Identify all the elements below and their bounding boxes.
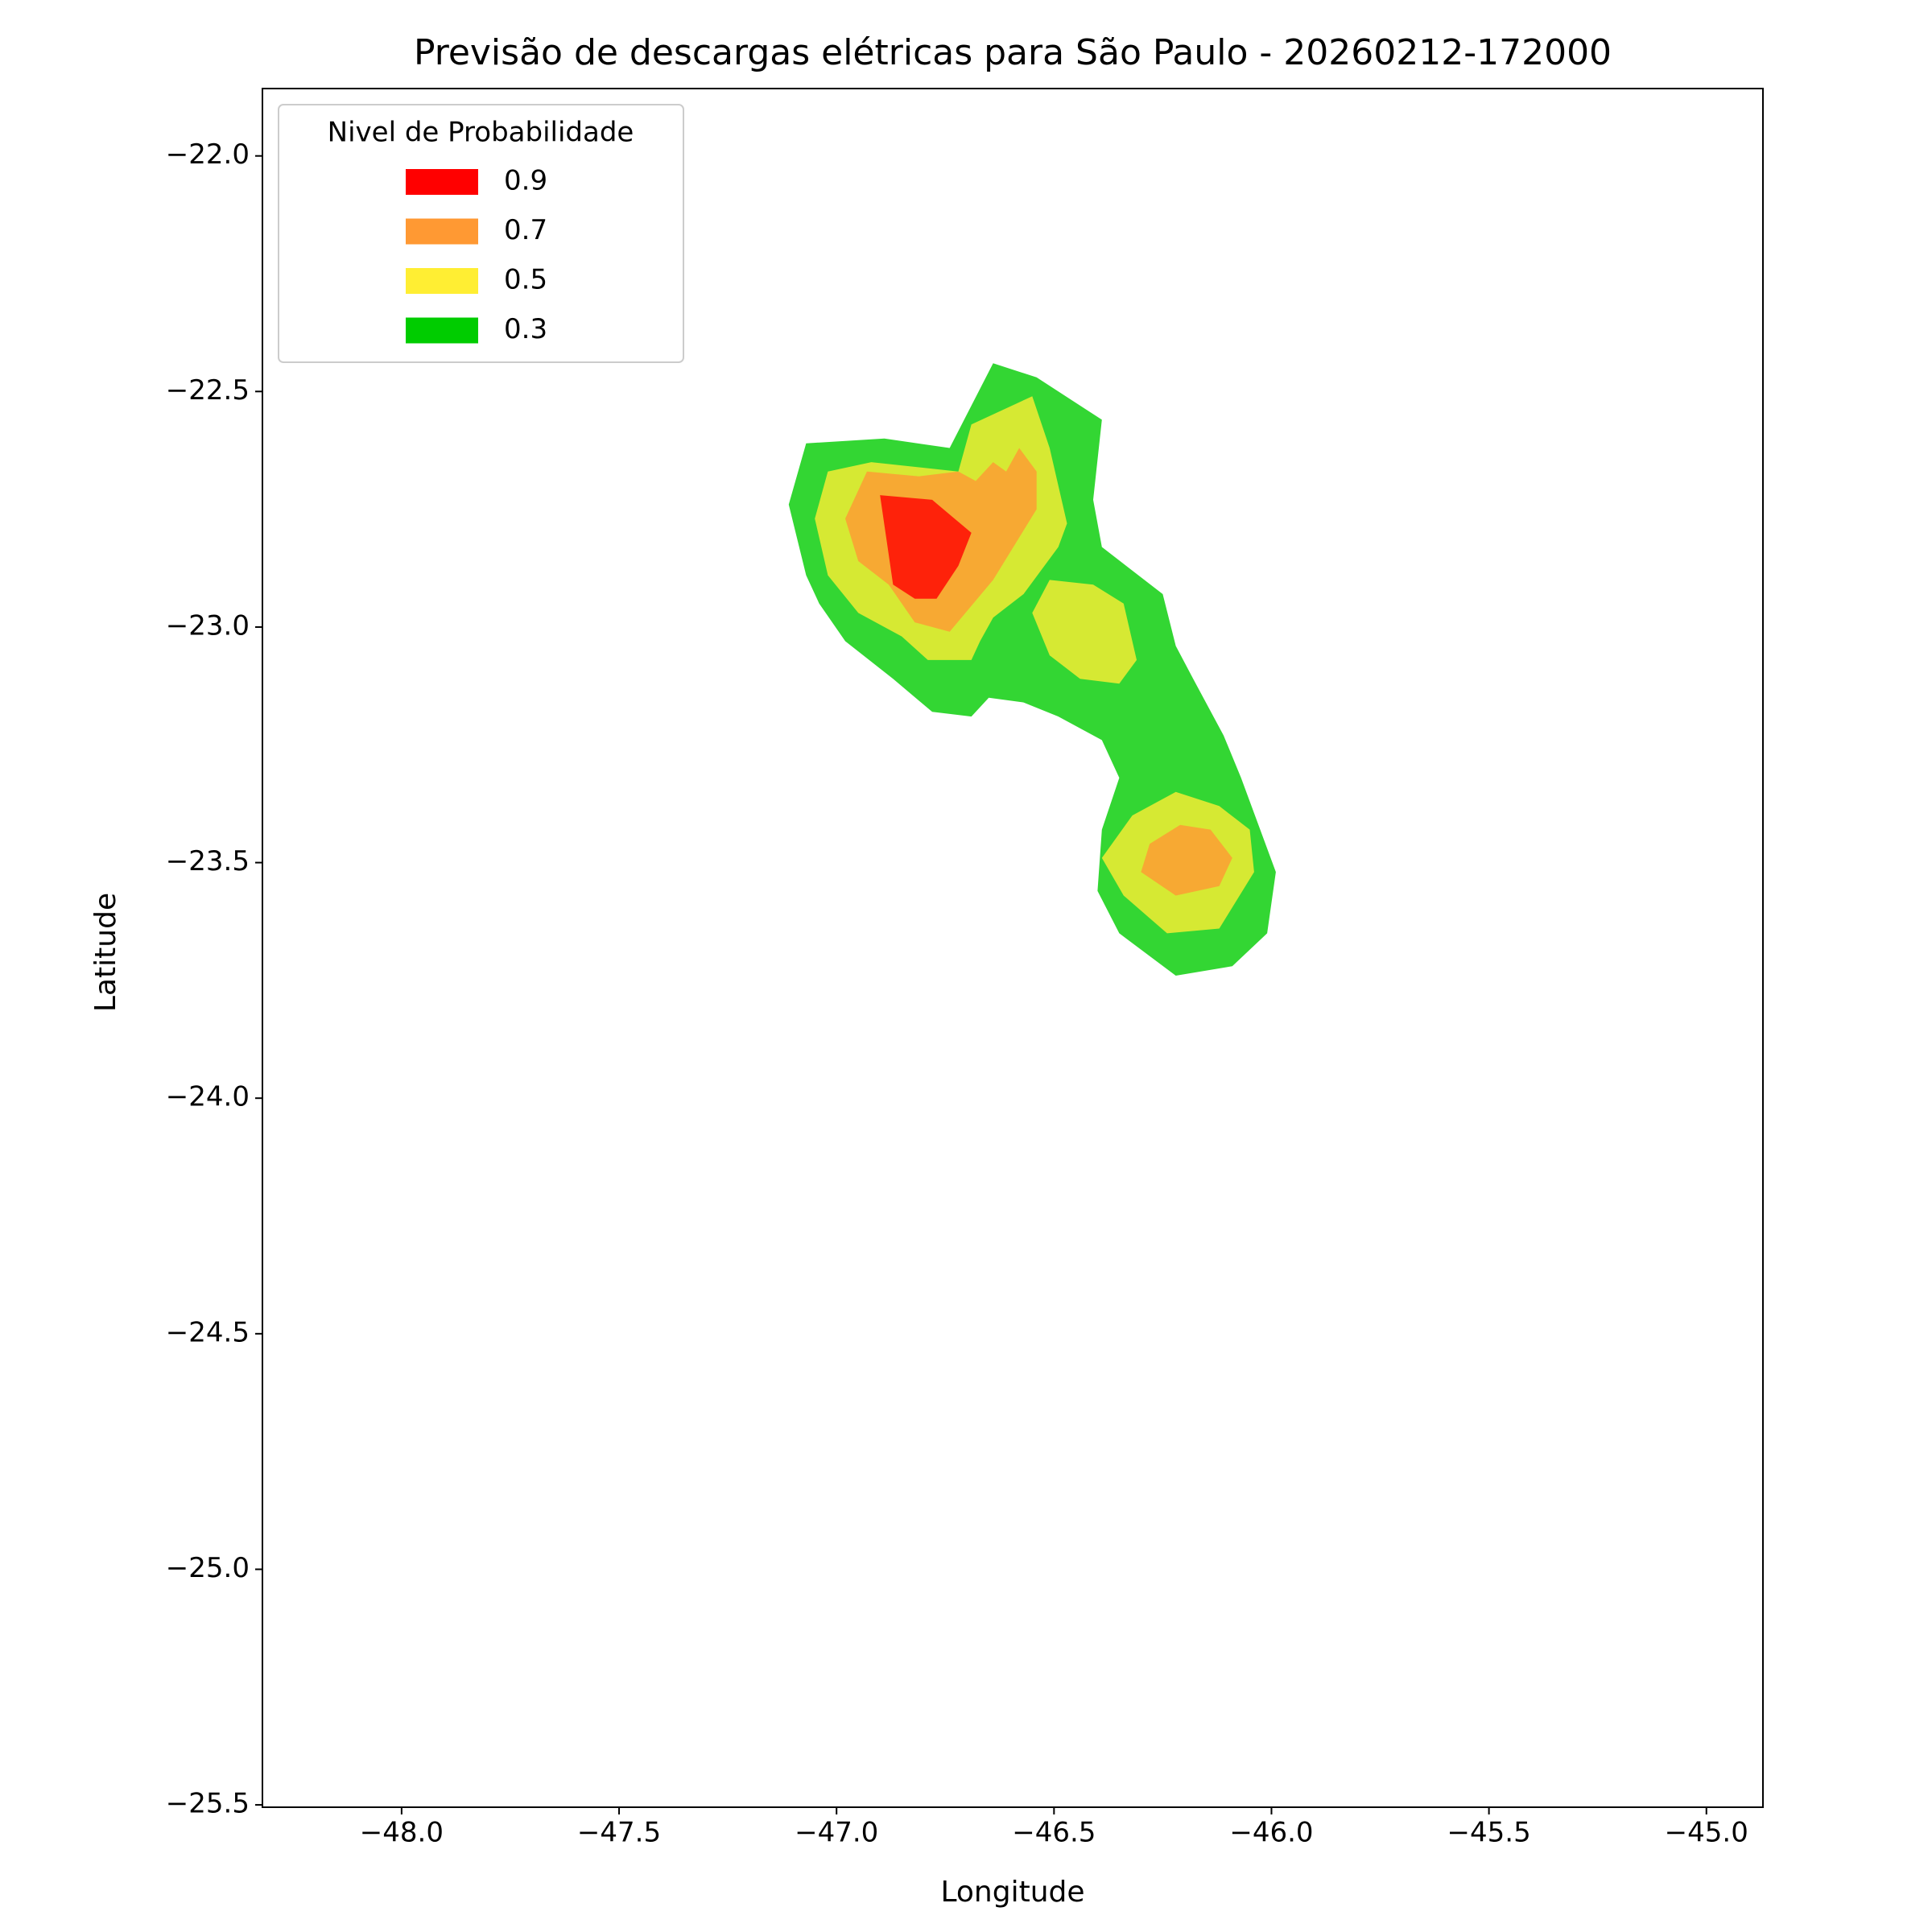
contour-region: [880, 495, 972, 599]
y-tick-label: −25.5: [166, 1788, 250, 1820]
legend-swatch: [406, 317, 478, 344]
x-tick-label: −47.5: [577, 1817, 661, 1849]
legend-swatch: [406, 169, 478, 195]
x-tick-label: −46.5: [1012, 1817, 1096, 1849]
legend-box: [278, 104, 684, 363]
legend-swatch: [406, 218, 478, 245]
y-tick-label: −25.0: [166, 1552, 250, 1584]
legend-label: 0.9: [504, 165, 547, 197]
legend-label: 0.7: [504, 214, 547, 246]
legend-label: 0.5: [504, 264, 547, 296]
x-tick-label: −47.0: [795, 1817, 878, 1849]
y-tick-label: −22.0: [166, 138, 250, 171]
y-axis-label: Latitude: [89, 893, 122, 1012]
legend-label: 0.3: [504, 313, 547, 345]
plot-frame: [262, 88, 1764, 1808]
contour-region: [1032, 580, 1137, 684]
y-tick-label: −23.0: [166, 609, 250, 642]
chart-title: Previsão de descargas elétricas para São…: [414, 32, 1612, 73]
y-tick-label: −24.0: [166, 1081, 250, 1113]
legend-title: Nivel de Probabilidade: [328, 117, 634, 149]
x-tick-label: −45.0: [1665, 1817, 1748, 1849]
x-axis-label: Longitude: [940, 1876, 1084, 1909]
y-tick-label: −24.5: [166, 1316, 250, 1348]
y-tick-label: −22.5: [166, 374, 250, 407]
x-tick-label: −46.0: [1229, 1817, 1313, 1849]
contour-region: [1141, 824, 1232, 896]
x-tick-label: −45.5: [1447, 1817, 1531, 1849]
y-tick-label: −23.5: [166, 845, 250, 877]
legend-swatch: [406, 268, 478, 294]
x-tick-label: −48.0: [360, 1817, 444, 1849]
